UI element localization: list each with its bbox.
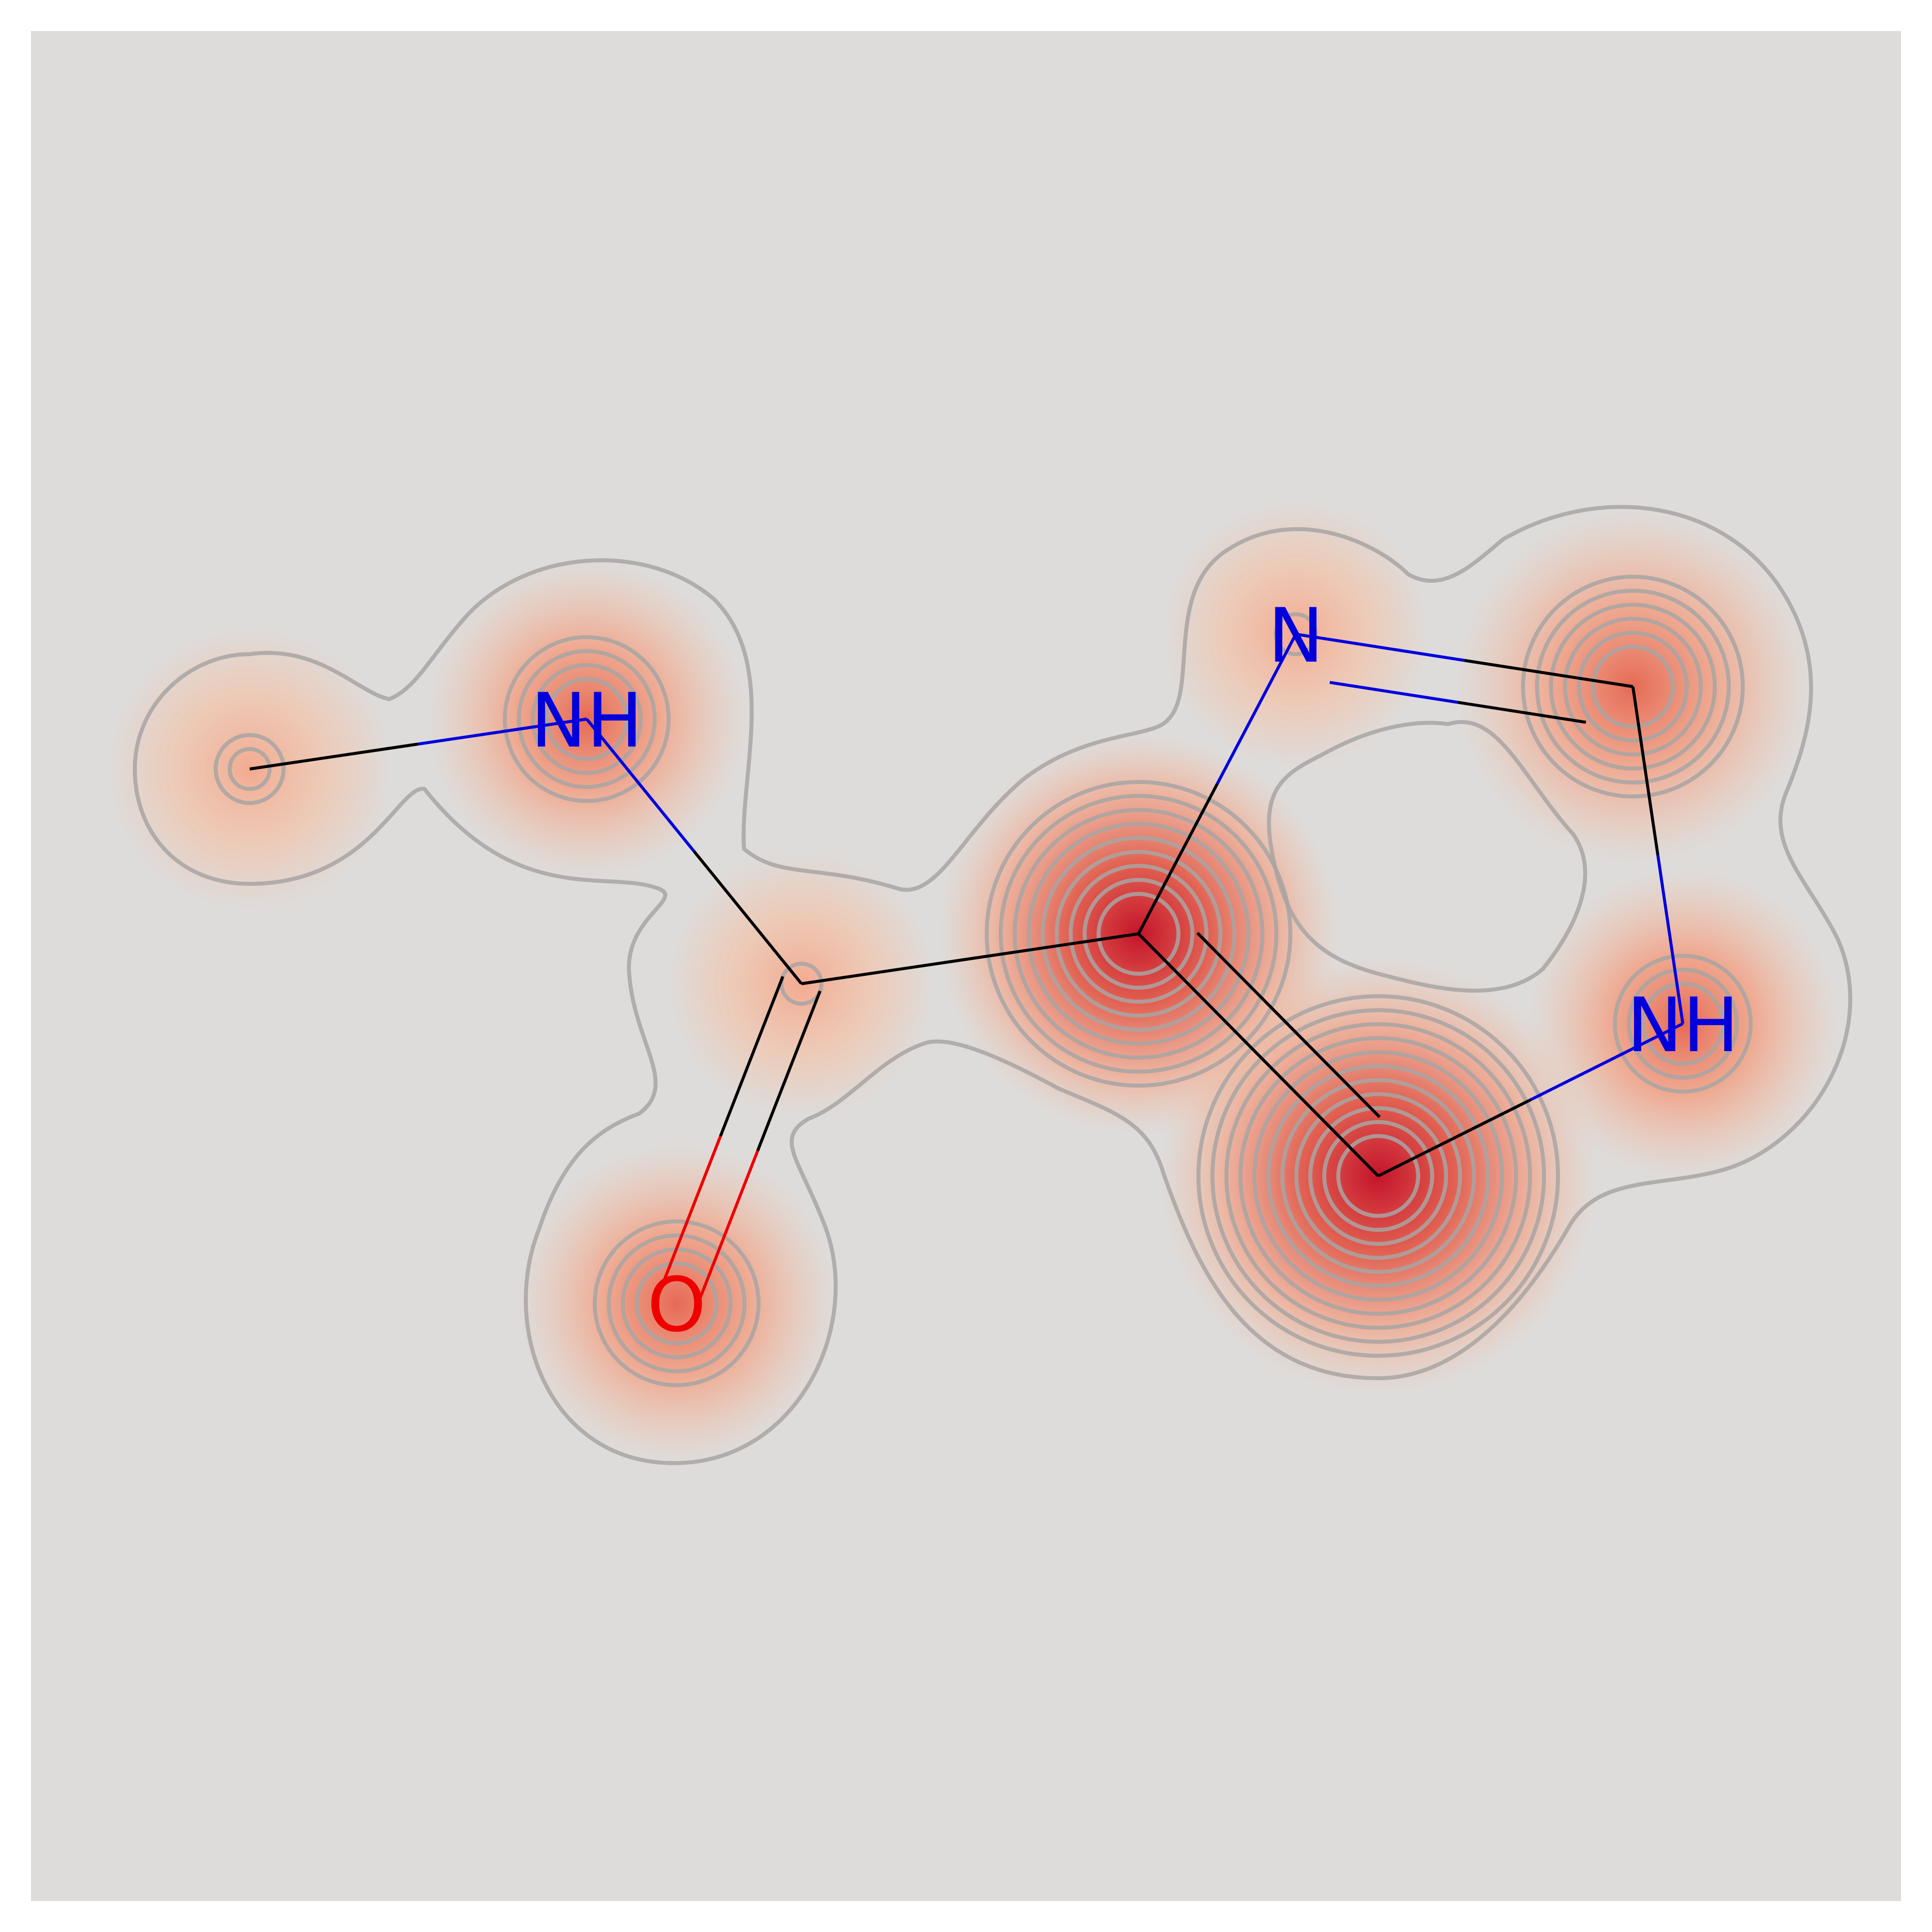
bond-c-carbonyl-c-ring-4-half-a (801, 957, 970, 985)
bond-c-carbonyl-c-ring-4-half-b (970, 932, 1139, 960)
contour-ring-c-methyl-1 (214, 733, 286, 805)
bond-n-amide-c-carbonyl-half-b (693, 850, 803, 985)
atom-label-o-carbonyl: O (647, 1262, 706, 1349)
bond-c-ring-5-c-ring-4-2-half-a (1287, 1024, 1381, 1119)
contour-ring-c-ring-5-5 (1266, 1064, 1490, 1288)
atom-label-n-ring-3: N (1268, 593, 1324, 680)
contour-ring-n-ring-1-1 (1627, 968, 1739, 1080)
contour-ring-c-ring-4-3 (1055, 850, 1222, 1018)
bond-c-carbonyl-o-carbonyl-2-half-b (656, 1136, 722, 1297)
contour-ring-o-carbonyl-3 (593, 1219, 761, 1387)
contour-ring-c-ring-5-4 (1280, 1078, 1476, 1274)
contour-ring-c-ring-5-1 (1322, 1120, 1434, 1232)
atom-label-layer: NH O N NH (531, 593, 1739, 1349)
bond-c-carbonyl-o-carbonyl-2-half-a (719, 976, 784, 1137)
bond-n-ring-3-c-ring-2-1-half-b (1464, 659, 1633, 688)
contour-ring-c-methyl-0 (228, 747, 272, 791)
bond-n-ring-3-c-ring-2-2-half-b (1457, 701, 1586, 724)
contour-ring-c-ring-5-7 (1238, 1036, 1518, 1316)
contour-ring-c-ring-4-7 (999, 794, 1278, 1074)
contour-ring-c-ring-4-5 (1027, 822, 1250, 1046)
contour-ring-n-ring-3-0 (1274, 612, 1318, 656)
contour-ring-o-carbonyl-2 (607, 1233, 747, 1373)
heat-blob-o-carbonyl (515, 1142, 838, 1465)
atom-label-n-ring-1: NH (1627, 982, 1739, 1069)
bond-c-ring-5-c-ring-4-1-half-a (1257, 1054, 1380, 1177)
contour-ring-c-ring-4-0 (1097, 892, 1180, 976)
contour-ring-o-carbonyl-0 (635, 1261, 719, 1345)
bond-c-ring-4-n-ring-3-half-b (1215, 633, 1297, 785)
bond-n-ring-3-c-ring-2-1-half-a (1295, 633, 1465, 662)
contour-ring-c-ring-5-10 (1196, 994, 1560, 1358)
bond-layer (249, 633, 1684, 1311)
contour-ring-c-ring-4-1 (1083, 878, 1194, 990)
atom-label-n-amide: NH (531, 678, 643, 765)
contour-ring-c-ring-5-2 (1308, 1106, 1448, 1246)
contour-ring-c-ring-5-0 (1336, 1134, 1420, 1218)
contour-ring-c-ring-4-8 (985, 780, 1292, 1088)
bond-n-ring-1-c-ring-5-half-b (1377, 1098, 1532, 1177)
contour-ring-c-ring-2-4 (1535, 589, 1731, 784)
contour-ring-c-ring-4-6 (1013, 808, 1264, 1060)
bond-c-ring-5-c-ring-4-2-half-b (1196, 932, 1290, 1026)
bond-c-methyl-n-amide-half-a (249, 743, 418, 771)
contour-ring-n-amide-2 (517, 649, 657, 789)
contour-ring-c-ring-5-3 (1294, 1092, 1462, 1260)
contour-ring-c-ring-5-9 (1210, 1008, 1546, 1344)
bond-c-carbonyl-o-carbonyl-1-half-a (756, 990, 822, 1152)
contour-ring-c-ring-5-6 (1252, 1050, 1504, 1302)
bond-n-ring-3-c-ring-2-2-half-a (1329, 681, 1458, 704)
contour-ring-c-ring-2-3 (1549, 603, 1717, 771)
contour-ring-c-ring-2-2 (1563, 617, 1703, 757)
contour-envelope-0 (132, 505, 1853, 1466)
bond-c-ring-5-c-ring-4-1-half-b (1137, 932, 1260, 1056)
contour-ring-c-ring-2-1 (1577, 631, 1689, 743)
contour-ring-c-ring-5-8 (1224, 1022, 1532, 1330)
bond-c-carbonyl-o-carbonyl-1-half-b (694, 1150, 760, 1311)
bond-c-ring-4-n-ring-3-half-a (1137, 783, 1219, 935)
contour-ring-c-ring-2-0 (1591, 645, 1675, 729)
contour-ring-c-ring-4-2 (1069, 864, 1208, 1004)
contour-ring-n-amide-3 (503, 635, 671, 803)
bond-c-ring-2-n-ring-1-half-a (1631, 686, 1659, 855)
contour-envelope-1 (1267, 720, 1587, 993)
contour-layer (132, 505, 1853, 1466)
bond-c-ring-2-n-ring-1-half-b (1656, 855, 1684, 1024)
contour-ring-n-ring-1-2 (1613, 954, 1753, 1094)
contour-ring-n-amide-0 (545, 677, 629, 761)
bond-n-ring-1-c-ring-5-half-a (1530, 1022, 1684, 1102)
bond-n-amide-c-carbonyl-half-a (585, 718, 696, 852)
contour-ring-c-ring-4-4 (1041, 836, 1236, 1032)
contour-ring-c-ring-2-5 (1521, 575, 1745, 798)
contour-ring-n-ring-1-0 (1641, 982, 1725, 1066)
contour-ring-n-amide-1 (531, 663, 643, 775)
bond-c-methyl-n-amide-half-b (418, 718, 587, 746)
